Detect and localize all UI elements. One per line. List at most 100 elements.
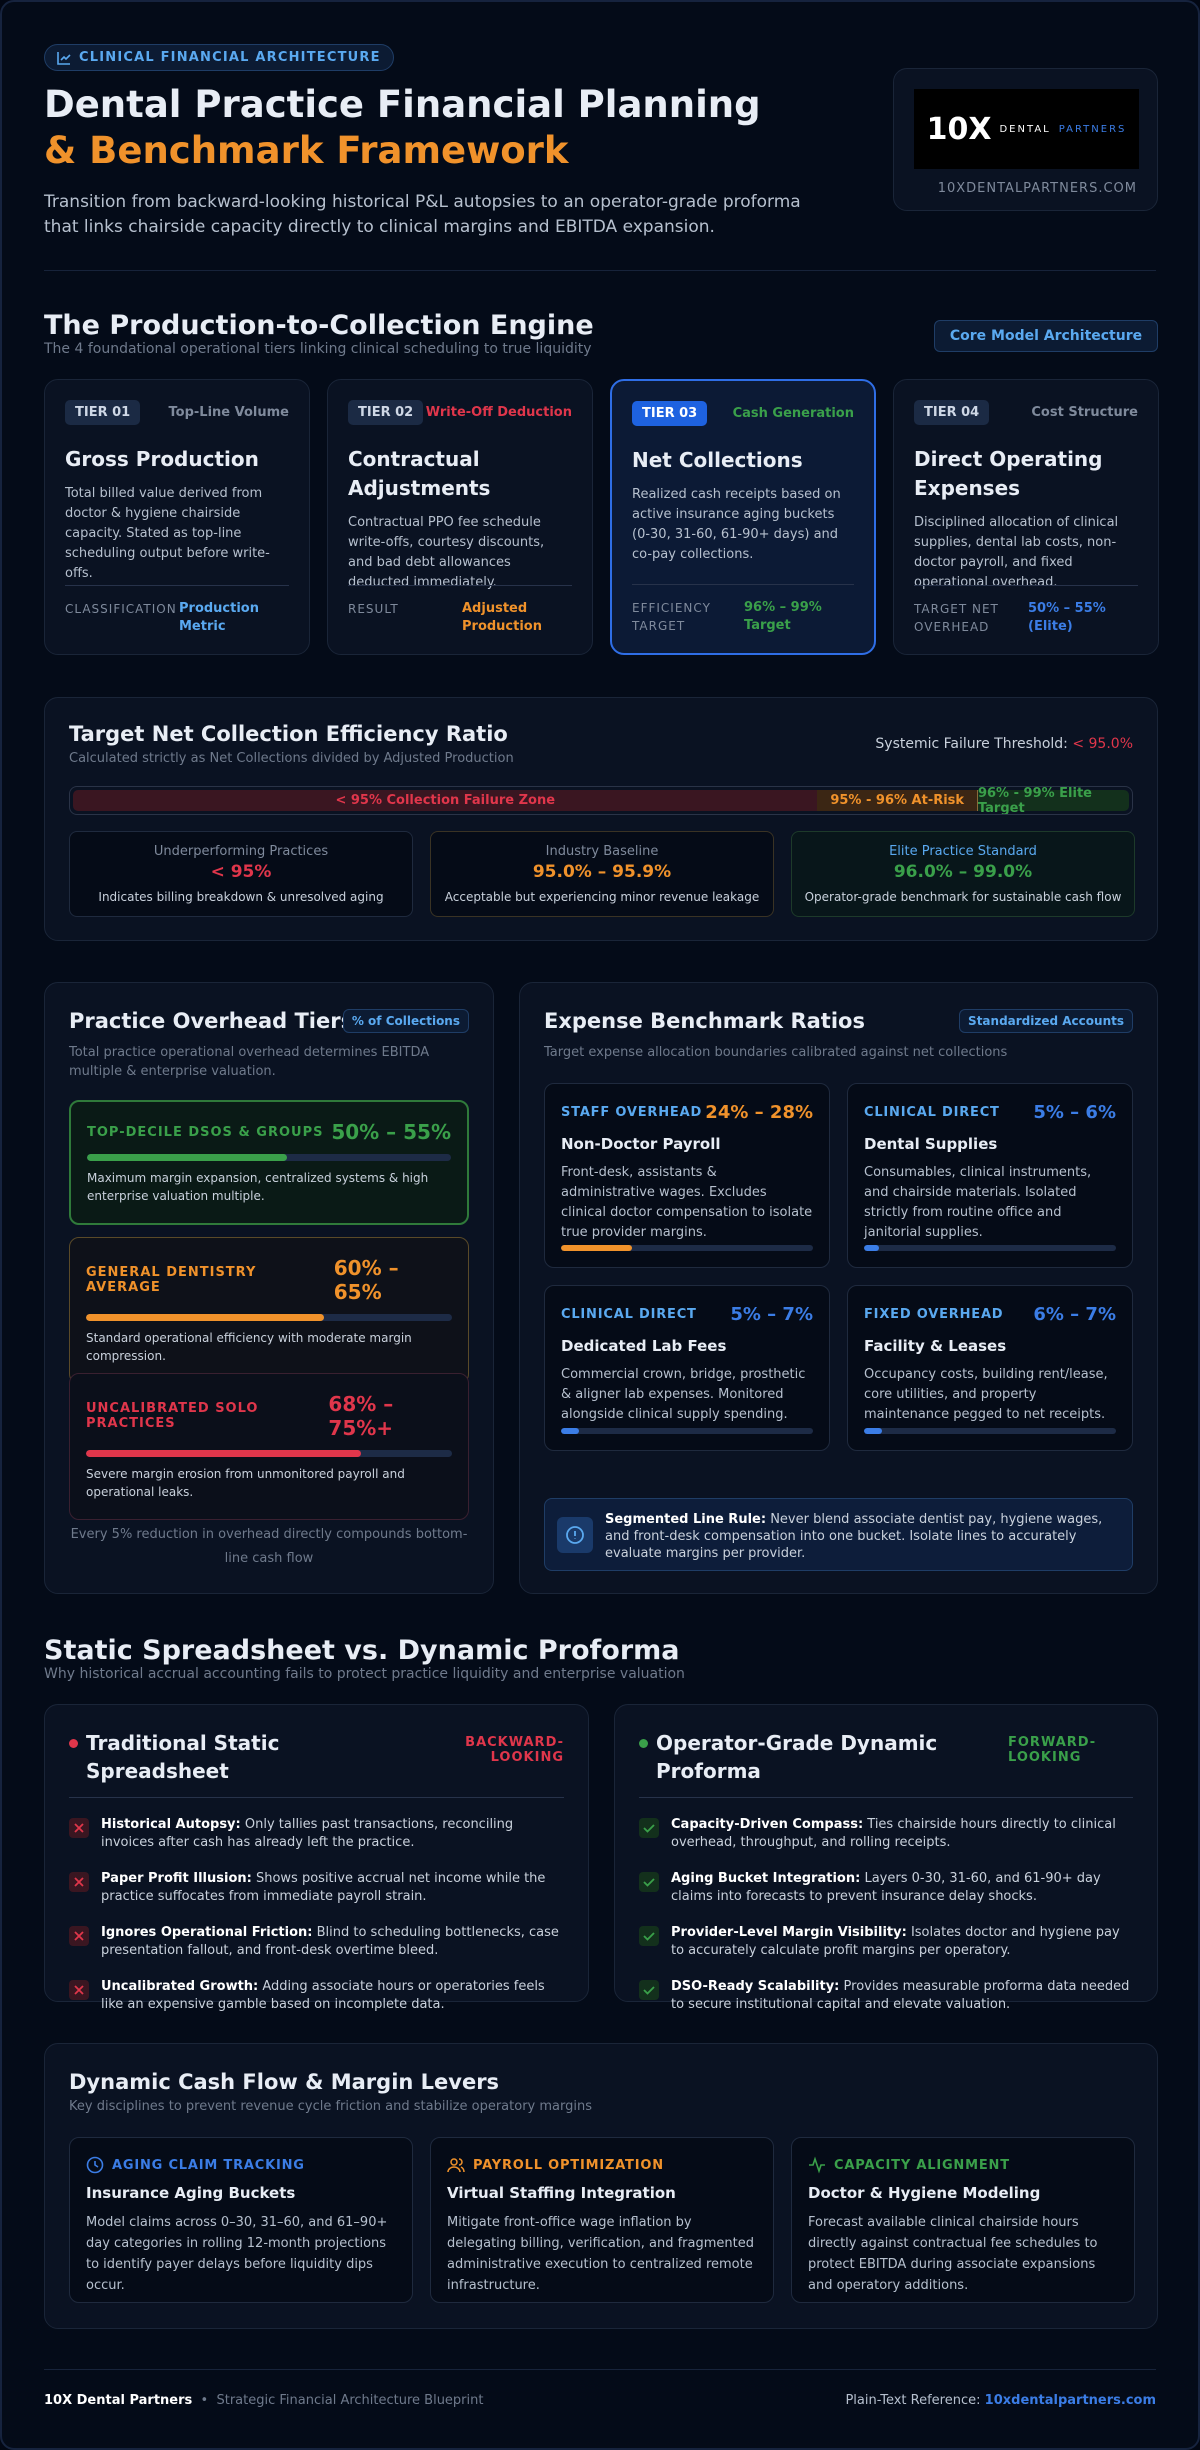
card-header: FIXED OVERHEAD 6% – 7% bbox=[864, 1304, 1116, 1325]
tier-range: 50% – 55% bbox=[331, 1120, 451, 1144]
item-icon bbox=[639, 1872, 659, 1892]
engine-tag: Core Model Architecture bbox=[934, 320, 1158, 352]
card-note: Operator-grade benchmark for sustainable… bbox=[804, 890, 1122, 904]
zone-at-risk: 95% - 96% At-Risk bbox=[817, 790, 978, 811]
comparison-item: Uncalibrated Growth: Adding associate ho… bbox=[69, 1978, 564, 2014]
item-body: Blind to scheduling bottlenecks, case pr… bbox=[101, 1925, 559, 1958]
card-category: AGING CLAIM TRACKING bbox=[112, 2157, 305, 2173]
engine-heading: The Production-to-Collection Engine The … bbox=[44, 310, 594, 357]
expense-bar bbox=[561, 1428, 579, 1434]
divider bbox=[44, 270, 1156, 271]
footer-tagline: Strategic Financial Architecture Bluepri… bbox=[216, 2393, 484, 2408]
card-category: STAFF OVERHEAD bbox=[561, 1105, 703, 1120]
tier-header: TOP-DECILE DSOS & GROUPS 50% – 55% bbox=[87, 1120, 451, 1144]
card-label: Industry Baseline bbox=[545, 844, 659, 859]
comparison-item: Provider-Level Margin Visibility: Isolat… bbox=[639, 1924, 1133, 1960]
tier-name: Net Collections bbox=[632, 448, 803, 472]
rule-box: Segmented Line Rule: Never blend associa… bbox=[544, 1498, 1133, 1571]
item-lead: Ignores Operational Friction: bbox=[101, 1925, 313, 1940]
threshold-label: Systemic Failure Threshold: bbox=[875, 736, 1068, 752]
card-range: 5% – 6% bbox=[1033, 1102, 1116, 1123]
bar-track bbox=[86, 1314, 452, 1321]
lever-card: PAYROLL OPTIMIZATION Virtual Staffing Int… bbox=[430, 2137, 774, 2303]
panel-subtitle: Total practice operational overhead dete… bbox=[69, 1045, 430, 1079]
card-title: Traditional Static Spreadsheet bbox=[86, 1731, 280, 1783]
tier-note: Severe margin erosion from unmonitored p… bbox=[86, 1467, 405, 1499]
tier-name: Gross Production bbox=[65, 447, 259, 471]
item-icon-part bbox=[69, 1926, 89, 1946]
card-value: 96.0% – 99.0% bbox=[893, 862, 1033, 882]
tier-name: GENERAL DENTISTRY AVERAGE bbox=[86, 1265, 257, 1295]
expense-card: FIXED OVERHEAD 6% – 7% Facility & Leases Oc… bbox=[847, 1285, 1133, 1451]
footer-brand: 10X Dental Partners bbox=[44, 2393, 193, 2408]
item-text: Aging Bucket Integration: Layers 0-30, 3… bbox=[671, 1870, 1133, 1906]
panel-title: Expense Benchmark Ratios bbox=[544, 1009, 865, 1033]
card-title: Operator-Grade Dynamic Proforma bbox=[656, 1731, 938, 1783]
item-lead: DSO-Ready Scalability: bbox=[671, 1979, 840, 1994]
overhead-panel: Practice Overhead Tiers % of Collections… bbox=[44, 982, 494, 1594]
tier-description: Contractual PPO fee schedule write-offs,… bbox=[348, 515, 545, 590]
lever-icon-part bbox=[447, 2158, 465, 2173]
item-icon-part bbox=[69, 1980, 89, 2000]
tier-card: TIER 03 Cash Generation Net Collections Rea… bbox=[610, 379, 876, 655]
tier-meta: RESULT Adjusted Production bbox=[348, 585, 572, 636]
item-body: Adding associate hours or operatories fe… bbox=[101, 1979, 545, 2012]
badge-text: CLINICAL FINANCIAL ARCHITECTURE bbox=[79, 50, 381, 65]
footer-link[interactable]: 10xdentalpartners.com bbox=[984, 2393, 1156, 2408]
item-icon bbox=[639, 1980, 659, 2000]
expense-card: CLINICAL DIRECT 5% – 6% Dental Supplies Con… bbox=[847, 1083, 1133, 1268]
bar-track bbox=[87, 1154, 451, 1161]
item-lead: Capacity-Driven Compass: bbox=[671, 1817, 864, 1832]
tier-name: Contractual Adjustments bbox=[348, 447, 491, 500]
logo-name: DENTAL bbox=[999, 123, 1051, 135]
tier-meta: CLASSIFICATION Production Metric bbox=[65, 585, 289, 636]
item-icon-part bbox=[639, 1872, 659, 1892]
tier-category: Cost Structure bbox=[1031, 405, 1138, 420]
card-note: Indicates billing breakdown & unresolved… bbox=[98, 890, 384, 904]
card-category-row: AGING CLAIM TRACKING bbox=[86, 2156, 396, 2174]
card-name: Dental Supplies bbox=[864, 1135, 998, 1153]
item-lead: Aging Bucket Integration: bbox=[671, 1871, 861, 1886]
item-icon-part bbox=[639, 1818, 659, 1838]
card-category: CAPACITY ALIGNMENT bbox=[834, 2157, 1010, 2173]
card-header: CLINICAL DIRECT 5% – 7% bbox=[561, 1304, 813, 1325]
item-body: Ties chairside hours directly to clinica… bbox=[671, 1817, 1116, 1850]
card-value: < 95% bbox=[210, 862, 272, 882]
item-lead: Paper Profit Illusion: bbox=[101, 1871, 252, 1886]
item-icon-part bbox=[639, 1980, 659, 2000]
card-description: Front-desk, assistants & administrative … bbox=[561, 1165, 813, 1240]
card-description: Forecast available clinical chairside ho… bbox=[808, 2215, 1098, 2293]
item-body: Provides measurable proforma data needed… bbox=[671, 1979, 1130, 2012]
meta-value: 96% – 99% Target bbox=[744, 600, 822, 633]
panel-title: Target Net Collection Efficiency Ratio bbox=[69, 722, 508, 746]
tier-header: UNCALIBRATED SOLO PRACTICES 68% – 75%+ bbox=[86, 1392, 452, 1440]
lever-card: CAPACITY ALIGNMENT Doctor & Hygiene Model… bbox=[791, 2137, 1135, 2303]
card-category: PAYROLL OPTIMIZATION bbox=[473, 2157, 664, 2173]
card-value: 95.0% – 95.9% bbox=[532, 862, 672, 882]
item-text: Historical Autopsy: Only tallies past tr… bbox=[101, 1816, 564, 1852]
lever-icon-part bbox=[450, 2158, 458, 2166]
overhead-bar bbox=[86, 1450, 361, 1457]
card-category-row: CAPACITY ALIGNMENT bbox=[808, 2156, 1118, 2174]
tier-category: Top-Line Volume bbox=[168, 405, 289, 420]
card-header: STAFF OVERHEAD 24% – 28% bbox=[561, 1102, 813, 1123]
card-label: Elite Practice Standard bbox=[889, 844, 1037, 859]
overhead-tier: GENERAL DENTISTRY AVERAGE 60% – 65% Standa… bbox=[69, 1237, 469, 1384]
divider bbox=[44, 2369, 1156, 2370]
tier-note: Maximum margin expansion, centralized sy… bbox=[87, 1171, 429, 1203]
card-name: Doctor & Hygiene Modeling bbox=[808, 2184, 1041, 2202]
item-text: Paper Profit Illusion: Shows positive ac… bbox=[101, 1870, 564, 1906]
lever-icon-part bbox=[86, 2156, 104, 2174]
expense-bar bbox=[864, 1428, 882, 1434]
item-lead: Historical Autopsy: bbox=[101, 1817, 241, 1832]
item-icon bbox=[69, 1872, 89, 1892]
item-icon-part bbox=[643, 1878, 655, 1887]
item-icon bbox=[69, 1818, 89, 1838]
card-label: Underperforming Practices bbox=[153, 844, 329, 859]
item-icon bbox=[639, 1926, 659, 1946]
status-dot bbox=[69, 1739, 78, 1748]
panel-tag: Standardized Accounts bbox=[959, 1009, 1133, 1033]
item-body: Layers 0-30, 31-60, and 61-90+ day claim… bbox=[671, 1871, 1101, 1904]
logo-url: 10XDENTALPARTNERS.COM bbox=[937, 181, 1137, 196]
